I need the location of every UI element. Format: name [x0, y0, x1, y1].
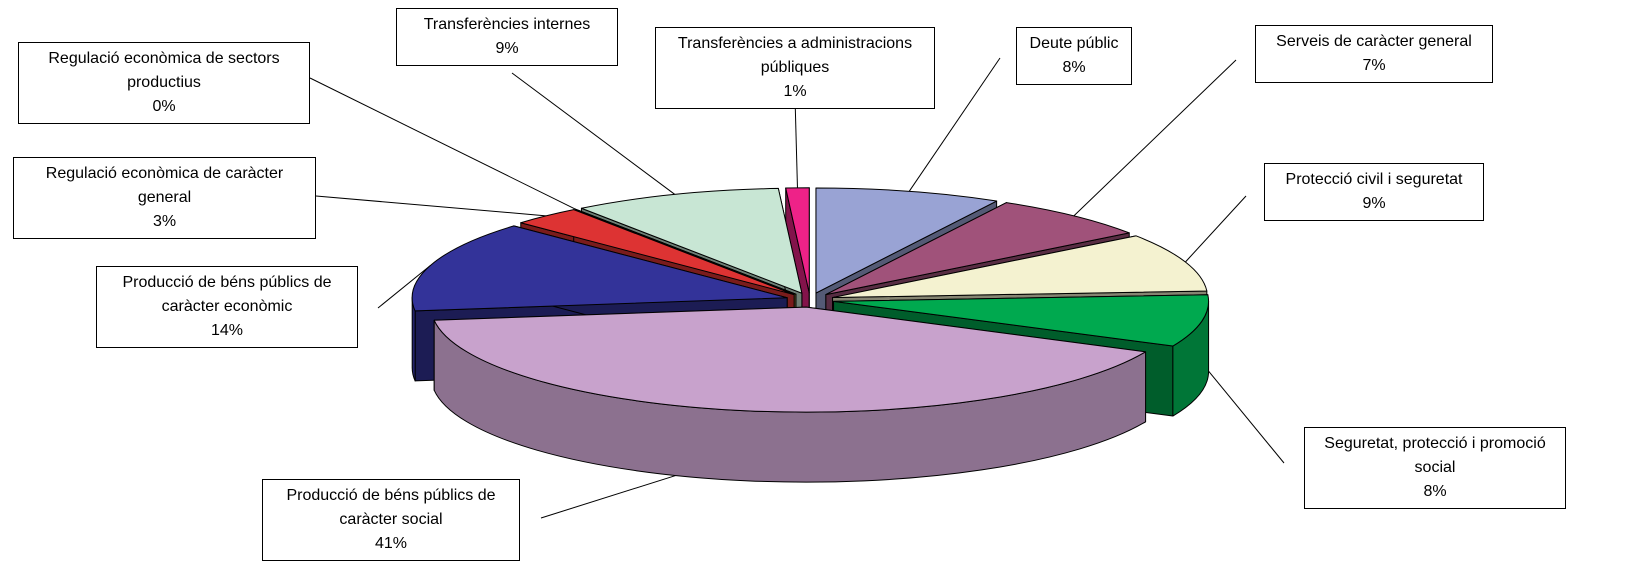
- slice-top: [574, 208, 797, 295]
- slice-top: [825, 202, 1130, 296]
- slice-top: [832, 235, 1208, 299]
- leader-line: [794, 96, 798, 188]
- slice-top: [411, 225, 788, 312]
- slice-label: Regulació econòmica de caràcter general 3…: [13, 157, 316, 239]
- category-label: Producció de béns públics de caràcter so…: [286, 487, 496, 528]
- value-label: 1%: [783, 83, 807, 100]
- slice-top: [520, 209, 795, 296]
- slice-label: Seguretat, protecció i promoció social 8%: [1304, 427, 1566, 509]
- slice-top: [815, 187, 998, 294]
- value-label: 7%: [1362, 57, 1386, 74]
- slice-label: Producció de béns públics de caràcter so…: [262, 479, 520, 561]
- leader-line: [309, 77, 576, 210]
- category-label: Regulació econòmica de sectors productiu…: [48, 50, 280, 91]
- slice-label: Transferències internes 9%: [396, 8, 618, 66]
- slice-top: [433, 306, 1147, 413]
- value-label: 8%: [1062, 59, 1086, 76]
- slice-top: [833, 294, 1209, 347]
- category-label: Transferències internes: [423, 16, 591, 33]
- value-label: 9%: [1362, 195, 1386, 212]
- value-label: 0%: [152, 98, 176, 115]
- category-label: Protecció civil i seguretat: [1285, 171, 1463, 188]
- pie-slice: [433, 306, 1147, 483]
- value-label: 3%: [152, 213, 177, 230]
- leader-line: [1185, 195, 1247, 263]
- slice-label: Transferències a administracions públiqu…: [655, 27, 935, 109]
- leader-line: [1073, 59, 1237, 217]
- slice-top: [785, 187, 810, 294]
- leader-line: [1201, 362, 1285, 464]
- value-label: 41%: [374, 535, 408, 552]
- category-label: Serveis de caràcter general: [1276, 33, 1472, 50]
- leader-line: [315, 195, 547, 217]
- slice-label: Serveis de caràcter general 7%: [1255, 25, 1493, 83]
- category-label: Seguretat, protecció i promoció social: [1324, 435, 1546, 476]
- leader-line: [908, 57, 1001, 192]
- slice-label: Deute públic 8%: [1016, 27, 1132, 85]
- category-label: Deute públic: [1029, 35, 1119, 52]
- value-label: 8%: [1423, 483, 1447, 500]
- value-label: 9%: [495, 40, 519, 57]
- category-label: Regulació econòmica de caràcter general: [45, 165, 284, 206]
- slice-label: Regulació econòmica de sectors productiu…: [18, 42, 310, 124]
- leader-line: [511, 72, 676, 195]
- category-label: Producció de béns públics de caràcter ec…: [122, 274, 332, 315]
- slice-label: Producció de béns públics de caràcter ec…: [96, 266, 358, 348]
- slice-top: [580, 187, 803, 294]
- slice-label: Protecció civil i seguretat 9%: [1264, 163, 1484, 221]
- value-label: 14%: [210, 322, 244, 339]
- category-label: Transferències a administracions públiqu…: [677, 35, 913, 76]
- leader-line: [377, 264, 431, 309]
